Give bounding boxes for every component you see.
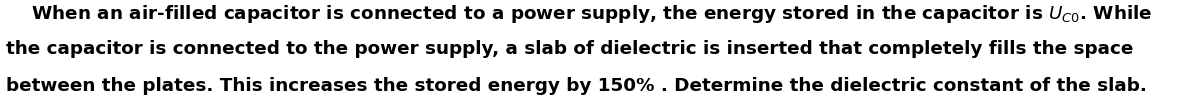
Text: between the plates. This increases the stored energy by 150% . Determine the die: between the plates. This increases the s…	[6, 77, 1147, 95]
Text: When an air-filled capacitor is connected to a power supply, the energy stored i: When an air-filled capacitor is connecte…	[6, 3, 1152, 25]
Text: the capacitor is connected to the power supply, a slab of dielectric is inserted: the capacitor is connected to the power …	[6, 40, 1133, 58]
